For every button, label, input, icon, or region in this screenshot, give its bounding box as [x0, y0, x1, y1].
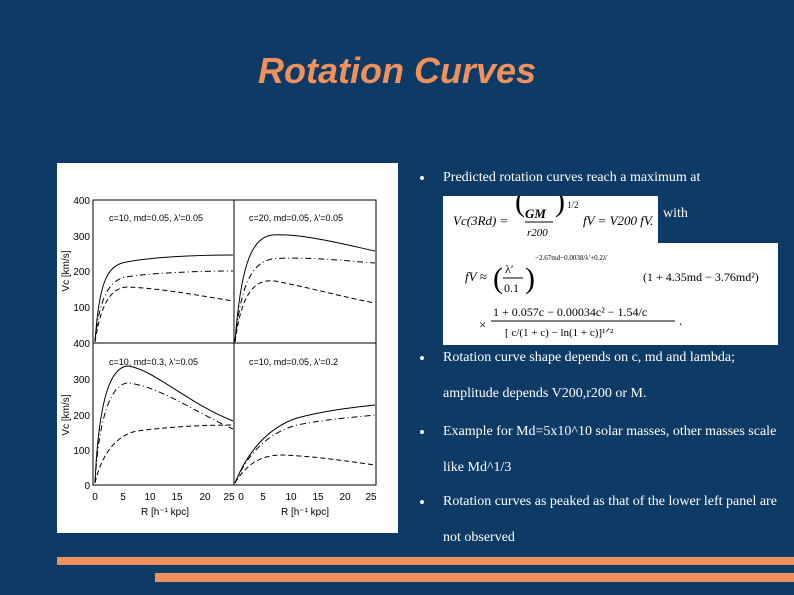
- equation-fv: fV ≈ ( λ′ 0.1 ) −2.67md−0.0038/λ′+0.2λ′ …: [443, 243, 778, 345]
- eq1-rhs: fV = V200 fV.: [583, 213, 654, 228]
- equation-vc: Vc(3Rd) = ( GM r200 ) 1/2 fV = V200 fV.: [443, 185, 658, 243]
- curve-halo: [234, 257, 376, 343]
- x-tick-label: 5: [260, 492, 266, 503]
- slide-title: Rotation Curves: [257, 50, 537, 91]
- equation-fv-svg: fV ≈ ( λ′ 0.1 ) −2.67md−0.0038/λ′+0.2λ′ …: [465, 254, 759, 339]
- eq2-lhs: fV ≈: [465, 269, 487, 284]
- curve-disk: [234, 454, 376, 484]
- bullet-text: Example for Md=5x10^10 solar masses, oth…: [443, 424, 777, 475]
- eq2-denominator: [ c/(1 + c) − ln(1 + c)]¹ᐟ²: [505, 327, 614, 339]
- equation-vc-svg: Vc(3Rd) = ( GM r200 ) 1/2 fV = V200 fV.: [453, 185, 654, 239]
- x-axis-title-right: R [h⁻¹ kpc]: [281, 507, 329, 518]
- eq2-factor: (1 + 4.35md − 3.76md²): [643, 270, 759, 284]
- x-tick-label: 0: [238, 492, 244, 503]
- eq1-paren-open: (: [515, 196, 525, 218]
- y-tick-label: 200: [73, 267, 90, 278]
- x-tick-label: 15: [312, 492, 324, 503]
- bullet-text: Rotation curve shape depends on c, md an…: [443, 350, 735, 401]
- eq2-lambda-den: 0.1: [504, 281, 519, 295]
- eq2-times: ×: [479, 317, 486, 332]
- curve-disk: [94, 382, 234, 484]
- bullet-dot-icon: [420, 356, 424, 360]
- y-tick-label: 300: [73, 375, 90, 386]
- curve-total: [94, 254, 234, 343]
- bullet-text: Rotation curves as peaked as that of the…: [443, 494, 777, 545]
- with-label: with: [663, 206, 688, 221]
- panel-label-top-right: c=20, md=0.05, λ'=0.05: [249, 213, 343, 223]
- x-tick-label: 10: [285, 492, 297, 503]
- y-tick-label: 400: [73, 339, 90, 350]
- curve-halo: [234, 414, 376, 484]
- eq1-lhs: Vc(3Rd) =: [453, 213, 508, 228]
- y-tick-label: 200: [73, 411, 90, 422]
- x-tick-label: 25: [223, 492, 235, 503]
- x-tick-label: 0: [92, 492, 98, 503]
- y-tick-label: 400: [73, 196, 90, 207]
- panel-label-bottom-left: c=10, md=0.3, λ'=0.05: [109, 357, 198, 367]
- eq1-denominator: r200: [527, 227, 548, 239]
- y-tick-label: 100: [73, 303, 90, 314]
- bullet-dot-icon: [420, 500, 424, 504]
- x-tick-label: 20: [199, 492, 211, 503]
- eq2-exponent: −2.67md−0.0038/λ′+0.2λ′: [535, 254, 608, 262]
- panel-label-top-left: c=10, md=0.05, λ'=0.05: [109, 213, 203, 223]
- curve-total: [234, 234, 376, 343]
- decorative-bar-top: [57, 557, 794, 565]
- eq1-numerator: GM: [525, 206, 546, 221]
- eq2-period: .: [679, 313, 682, 328]
- bullet-text: Predicted rotation curves reach a maximu…: [443, 170, 701, 185]
- y-tick-label: 100: [73, 446, 90, 457]
- eq1-paren-close: ): [555, 196, 565, 218]
- eq2-numerator: 1 + 0.057c − 0.00034c² − 1.54/c: [493, 305, 647, 319]
- curve-halo: [94, 270, 234, 343]
- rotation-curves-figure: c=10, md=0.05, λ'=0.05 c=20, md=0.05, λ'…: [57, 163, 398, 533]
- curve-total: [94, 365, 234, 484]
- x-tick-label: 5: [120, 492, 126, 503]
- eq2-paren-open: (: [493, 262, 503, 295]
- curve-disk: [94, 286, 234, 343]
- bullet-dot-icon: [420, 176, 424, 180]
- curve-disk: [234, 280, 376, 343]
- eq1-exponent: 1/2: [567, 200, 579, 210]
- curve-total: [234, 404, 376, 484]
- x-axis-title-left: R [h⁻¹ kpc]: [141, 507, 189, 518]
- panel-label-bottom-right: c=10, md=0.05, λ'=0.2: [249, 357, 338, 367]
- bullet-dot-icon: [420, 430, 424, 434]
- y-tick-label: 300: [73, 232, 90, 243]
- y-axis-title-bottom: Vc [km/s]: [61, 394, 72, 435]
- x-tick-label: 15: [171, 492, 183, 503]
- y-tick-label: 0: [84, 481, 90, 492]
- x-tick-label: 20: [339, 492, 351, 503]
- curve-halo: [94, 424, 234, 484]
- eq2-lambda-num: λ′: [505, 262, 514, 276]
- figure-svg: c=10, md=0.05, λ'=0.05 c=20, md=0.05, λ'…: [61, 196, 377, 518]
- y-axis-title-top: Vc [km/s]: [61, 250, 72, 291]
- x-tick-label: 10: [144, 492, 156, 503]
- decorative-bar-bottom: [155, 573, 794, 582]
- eq2-paren-close: ): [525, 262, 535, 295]
- x-tick-label: 25: [365, 492, 377, 503]
